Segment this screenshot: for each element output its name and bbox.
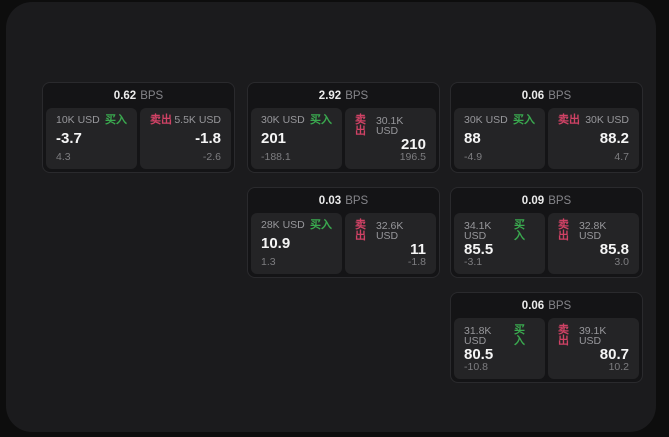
bps-header: 0.62 BPS — [43, 83, 234, 108]
buy-price: -3.7 — [56, 130, 82, 148]
bps-unit-label: BPS — [140, 89, 164, 102]
sell-secondary: -1.8 — [407, 256, 426, 268]
buy-amount: 34.1K USD — [464, 219, 492, 242]
sell-tag: 卖出 — [558, 219, 569, 242]
buy-secondary: 1.3 — [261, 255, 276, 268]
buy-secondary: -188.1 — [261, 150, 291, 163]
buy-price: 85.5 — [464, 241, 494, 258]
buy-amount: 30K USD — [261, 114, 305, 127]
sell-amount: 30.1K USD — [375, 114, 404, 137]
sell-tag: 卖出 — [558, 114, 580, 126]
bps-value: 0.06 — [521, 89, 545, 102]
buy-amount: 30K USD — [464, 114, 508, 127]
sell-tile[interactable]: 卖出 39.1K USD 80.7 10.2 — [548, 318, 639, 379]
quote-card: 0.06 BPS 31.8K USD 买入 80.5 -10.8 卖出 39.1… — [450, 292, 643, 383]
bps-value: 0.09 — [521, 194, 545, 207]
sell-amount: 30K USD — [585, 114, 629, 127]
bps-unit-label: BPS — [345, 194, 369, 207]
sell-tag: 卖出 — [558, 324, 569, 347]
buy-tag: 买入 — [514, 324, 526, 347]
sell-tile[interactable]: 卖出 32.6K USD 11 -1.8 — [345, 213, 436, 274]
bps-value: 0.62 — [113, 89, 137, 102]
buy-price: 10.9 — [261, 235, 291, 253]
buy-tile[interactable]: 10K USD 买入 -3.7 4.3 — [46, 108, 137, 169]
buy-amount: 31.8K USD — [464, 324, 492, 347]
sell-price: -1.8 — [195, 130, 221, 148]
bps-value: 2.92 — [318, 89, 342, 102]
sell-amount: 5.5K USD — [174, 114, 221, 127]
bps-unit-label: BPS — [548, 299, 572, 312]
bps-unit-label: BPS — [548, 89, 572, 102]
bps-header: 0.06 BPS — [451, 83, 642, 108]
buy-secondary: -3.1 — [464, 256, 483, 268]
buy-secondary: 4.3 — [56, 150, 71, 163]
buy-tag: 买入 — [514, 219, 526, 242]
buy-tile[interactable]: 30K USD 买入 201 -188.1 — [251, 108, 342, 169]
buy-secondary: -4.9 — [464, 150, 483, 163]
main-panel: 0.62 BPS 10K USD 买入 -3.7 4.3 卖出 5.5K USD… — [6, 2, 656, 432]
buy-tag: 买入 — [513, 114, 535, 126]
bps-header: 0.03 BPS — [248, 188, 439, 213]
quote-card: 2.92 BPS 30K USD 买入 201 -188.1 卖出 30.1K … — [247, 82, 440, 173]
quote-card: 0.09 BPS 34.1K USD 买入 85.5 -3.1 卖出 32.8K… — [450, 187, 643, 278]
buy-tag: 买入 — [105, 114, 127, 126]
buy-tag: 买入 — [310, 219, 332, 231]
sell-secondary: 196.5 — [399, 151, 426, 163]
buy-price: 88 — [464, 130, 481, 148]
bps-header: 0.06 BPS — [451, 293, 642, 318]
bps-header: 0.09 BPS — [451, 188, 642, 213]
sell-amount: 39.1K USD — [578, 324, 607, 347]
sell-price: 80.7 — [599, 346, 629, 363]
buy-price: 80.5 — [464, 346, 494, 363]
buy-amount: 28K USD — [261, 219, 305, 232]
sell-amount: 32.8K USD — [578, 219, 607, 242]
bps-unit-label: BPS — [548, 194, 572, 207]
sell-amount: 32.6K USD — [375, 219, 404, 242]
quote-card: 0.03 BPS 28K USD 买入 10.9 1.3 卖出 32.6K US… — [247, 187, 440, 278]
sell-tag: 卖出 — [355, 219, 366, 242]
sell-price: 11 — [410, 241, 426, 258]
sell-price: 210 — [400, 136, 426, 153]
sell-tile[interactable]: 卖出 32.8K USD 85.8 3.0 — [548, 213, 639, 274]
bps-value: 0.03 — [318, 194, 342, 207]
bps-value: 0.06 — [521, 299, 545, 312]
buy-amount: 10K USD — [56, 114, 100, 127]
buy-tile[interactable]: 28K USD 买入 10.9 1.3 — [251, 213, 342, 274]
buy-tile[interactable]: 30K USD 买入 88 -4.9 — [454, 108, 545, 169]
buy-tile[interactable]: 34.1K USD 买入 85.5 -3.1 — [454, 213, 545, 274]
sell-secondary: 10.2 — [608, 361, 629, 373]
sell-tile[interactable]: 卖出 5.5K USD -1.8 -2.6 — [140, 108, 231, 169]
bps-unit-label: BPS — [345, 89, 369, 102]
sell-price: 88.2 — [599, 130, 629, 148]
quote-card: 0.06 BPS 30K USD 买入 88 -4.9 卖出 30K USD 8… — [450, 82, 643, 173]
sell-secondary: -2.6 — [202, 150, 221, 163]
sell-price: 85.8 — [599, 241, 629, 258]
buy-price: 201 — [261, 130, 287, 148]
quote-card: 0.62 BPS 10K USD 买入 -3.7 4.3 卖出 5.5K USD… — [42, 82, 235, 173]
sell-tile[interactable]: 卖出 30K USD 88.2 4.7 — [548, 108, 639, 169]
sell-tag: 卖出 — [355, 114, 366, 137]
sell-secondary: 3.0 — [614, 256, 629, 268]
buy-secondary: -10.8 — [464, 361, 488, 373]
sell-tile[interactable]: 卖出 30.1K USD 210 196.5 — [345, 108, 436, 169]
buy-tag: 买入 — [310, 114, 332, 126]
sell-secondary: 4.7 — [614, 150, 629, 163]
buy-tile[interactable]: 31.8K USD 买入 80.5 -10.8 — [454, 318, 545, 379]
sell-tag: 卖出 — [150, 114, 172, 126]
bps-header: 2.92 BPS — [248, 83, 439, 108]
